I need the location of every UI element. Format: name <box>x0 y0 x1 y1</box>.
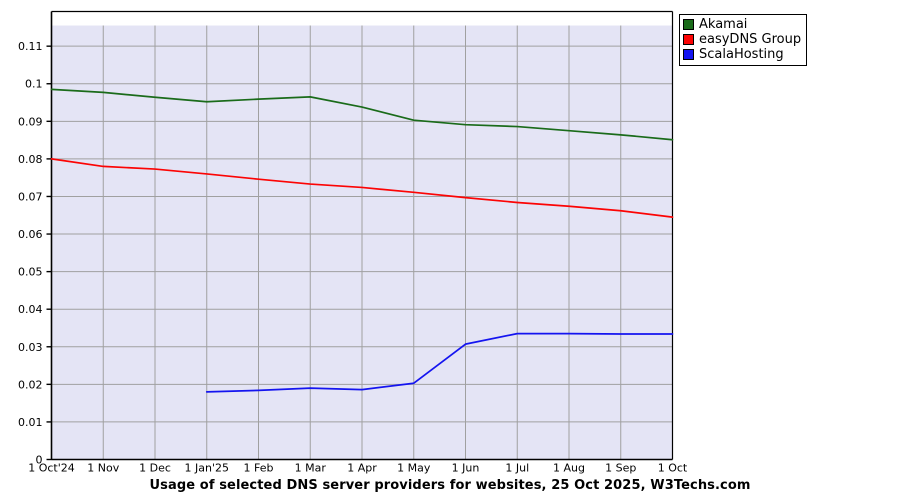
legend-label-akamai: Akamai <box>699 17 748 32</box>
x-tick-label: 1 Dec <box>139 462 171 475</box>
x-tick-label: 1 Oct'24 <box>28 462 75 475</box>
y-tick-label: 0.07 <box>18 190 43 203</box>
x-tick-label: 1 Oct <box>658 462 688 475</box>
x-axis-tick-labels: 1 Oct'24 1 Nov 1 Dec 1 Jan'25 1 Feb 1 Mar 1 Ap… <box>28 462 688 475</box>
x-tick-label: 1 Mar <box>295 462 327 475</box>
x-tick-label: 1 Jun <box>452 462 480 475</box>
y-tick-label: 0.03 <box>18 341 43 354</box>
x-tick-label: 1 Jul <box>505 462 529 475</box>
x-tick-label: 1 Aug <box>553 462 585 475</box>
y-tick-label: 0.01 <box>18 416 43 429</box>
legend-item: easyDNS Group <box>683 32 801 47</box>
legend-color-swatch-easydns-group <box>683 34 694 45</box>
y-tick-label: 0.11 <box>18 40 43 53</box>
legend-item: Akamai <box>683 17 801 32</box>
y-tick-label: 0.06 <box>18 228 43 241</box>
data-series-lines <box>50 88 674 393</box>
y-tick-label: 0.04 <box>18 303 43 316</box>
y-axis-tick-labels: 0 0.01 0.02 0.03 0.04 0.05 0.06 0.07 0.08 0.09 0.1… <box>18 40 43 466</box>
legend-label-scalahosting: ScalaHosting <box>699 47 784 62</box>
series-line-akamai <box>50 88 674 141</box>
chart-legend: Akamai easyDNS Group ScalaHosting <box>679 14 808 66</box>
y-tick-label: 0.09 <box>18 115 43 128</box>
y-tick-label: 0.05 <box>18 266 43 279</box>
chart-caption: Usage of selected DNS server providers f… <box>149 478 751 493</box>
y-tick-label: 0.1 <box>25 78 43 91</box>
legend-item: ScalaHosting <box>683 47 801 62</box>
series-line-easydns-group <box>50 158 674 218</box>
y-tick-label: 0.02 <box>18 378 43 391</box>
y-tick-label: 0.08 <box>18 153 43 166</box>
legend-label-easydns-group: easyDNS Group <box>699 32 802 47</box>
grid-lines <box>51 25 673 460</box>
x-tick-label: 1 Sep <box>605 462 636 475</box>
y-tick-label: 0 <box>36 454 43 467</box>
x-tick-label: 1 Feb <box>244 462 274 475</box>
x-tick-label: 1 Nov <box>87 462 119 475</box>
legend-color-swatch-scalahosting <box>683 49 694 60</box>
x-tick-label: 1 Apr <box>347 462 377 475</box>
legend-color-swatch-akamai <box>683 19 694 30</box>
series-line-scalahosting <box>205 332 674 393</box>
x-tick-label: 1 Jan'25 <box>185 462 229 475</box>
x-tick-label: 1 May <box>397 462 431 475</box>
